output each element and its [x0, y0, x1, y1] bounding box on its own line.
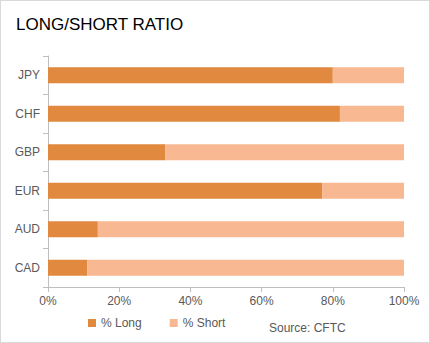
svg-text:20%: 20%	[107, 294, 131, 308]
svg-text:40%: 40%	[178, 294, 202, 308]
svg-text:100%: 100%	[389, 294, 420, 308]
svg-text:CAD: CAD	[15, 261, 41, 275]
svg-text:% Short: % Short	[183, 316, 226, 330]
svg-text:60%: 60%	[250, 294, 274, 308]
svg-text:AUD: AUD	[15, 222, 41, 236]
svg-text:80%: 80%	[321, 294, 345, 308]
svg-text:0%: 0%	[39, 294, 57, 308]
svg-text:JPY: JPY	[18, 68, 40, 82]
svg-text:GBP: GBP	[15, 145, 40, 159]
svg-text:% Long: % Long	[101, 316, 142, 330]
svg-text:CHF: CHF	[15, 107, 40, 121]
svg-text:EUR: EUR	[15, 184, 41, 198]
svg-text:Source: CFTC: Source: CFTC	[269, 321, 346, 335]
svg-text:LONG/SHORT RATIO: LONG/SHORT RATIO	[16, 15, 183, 34]
